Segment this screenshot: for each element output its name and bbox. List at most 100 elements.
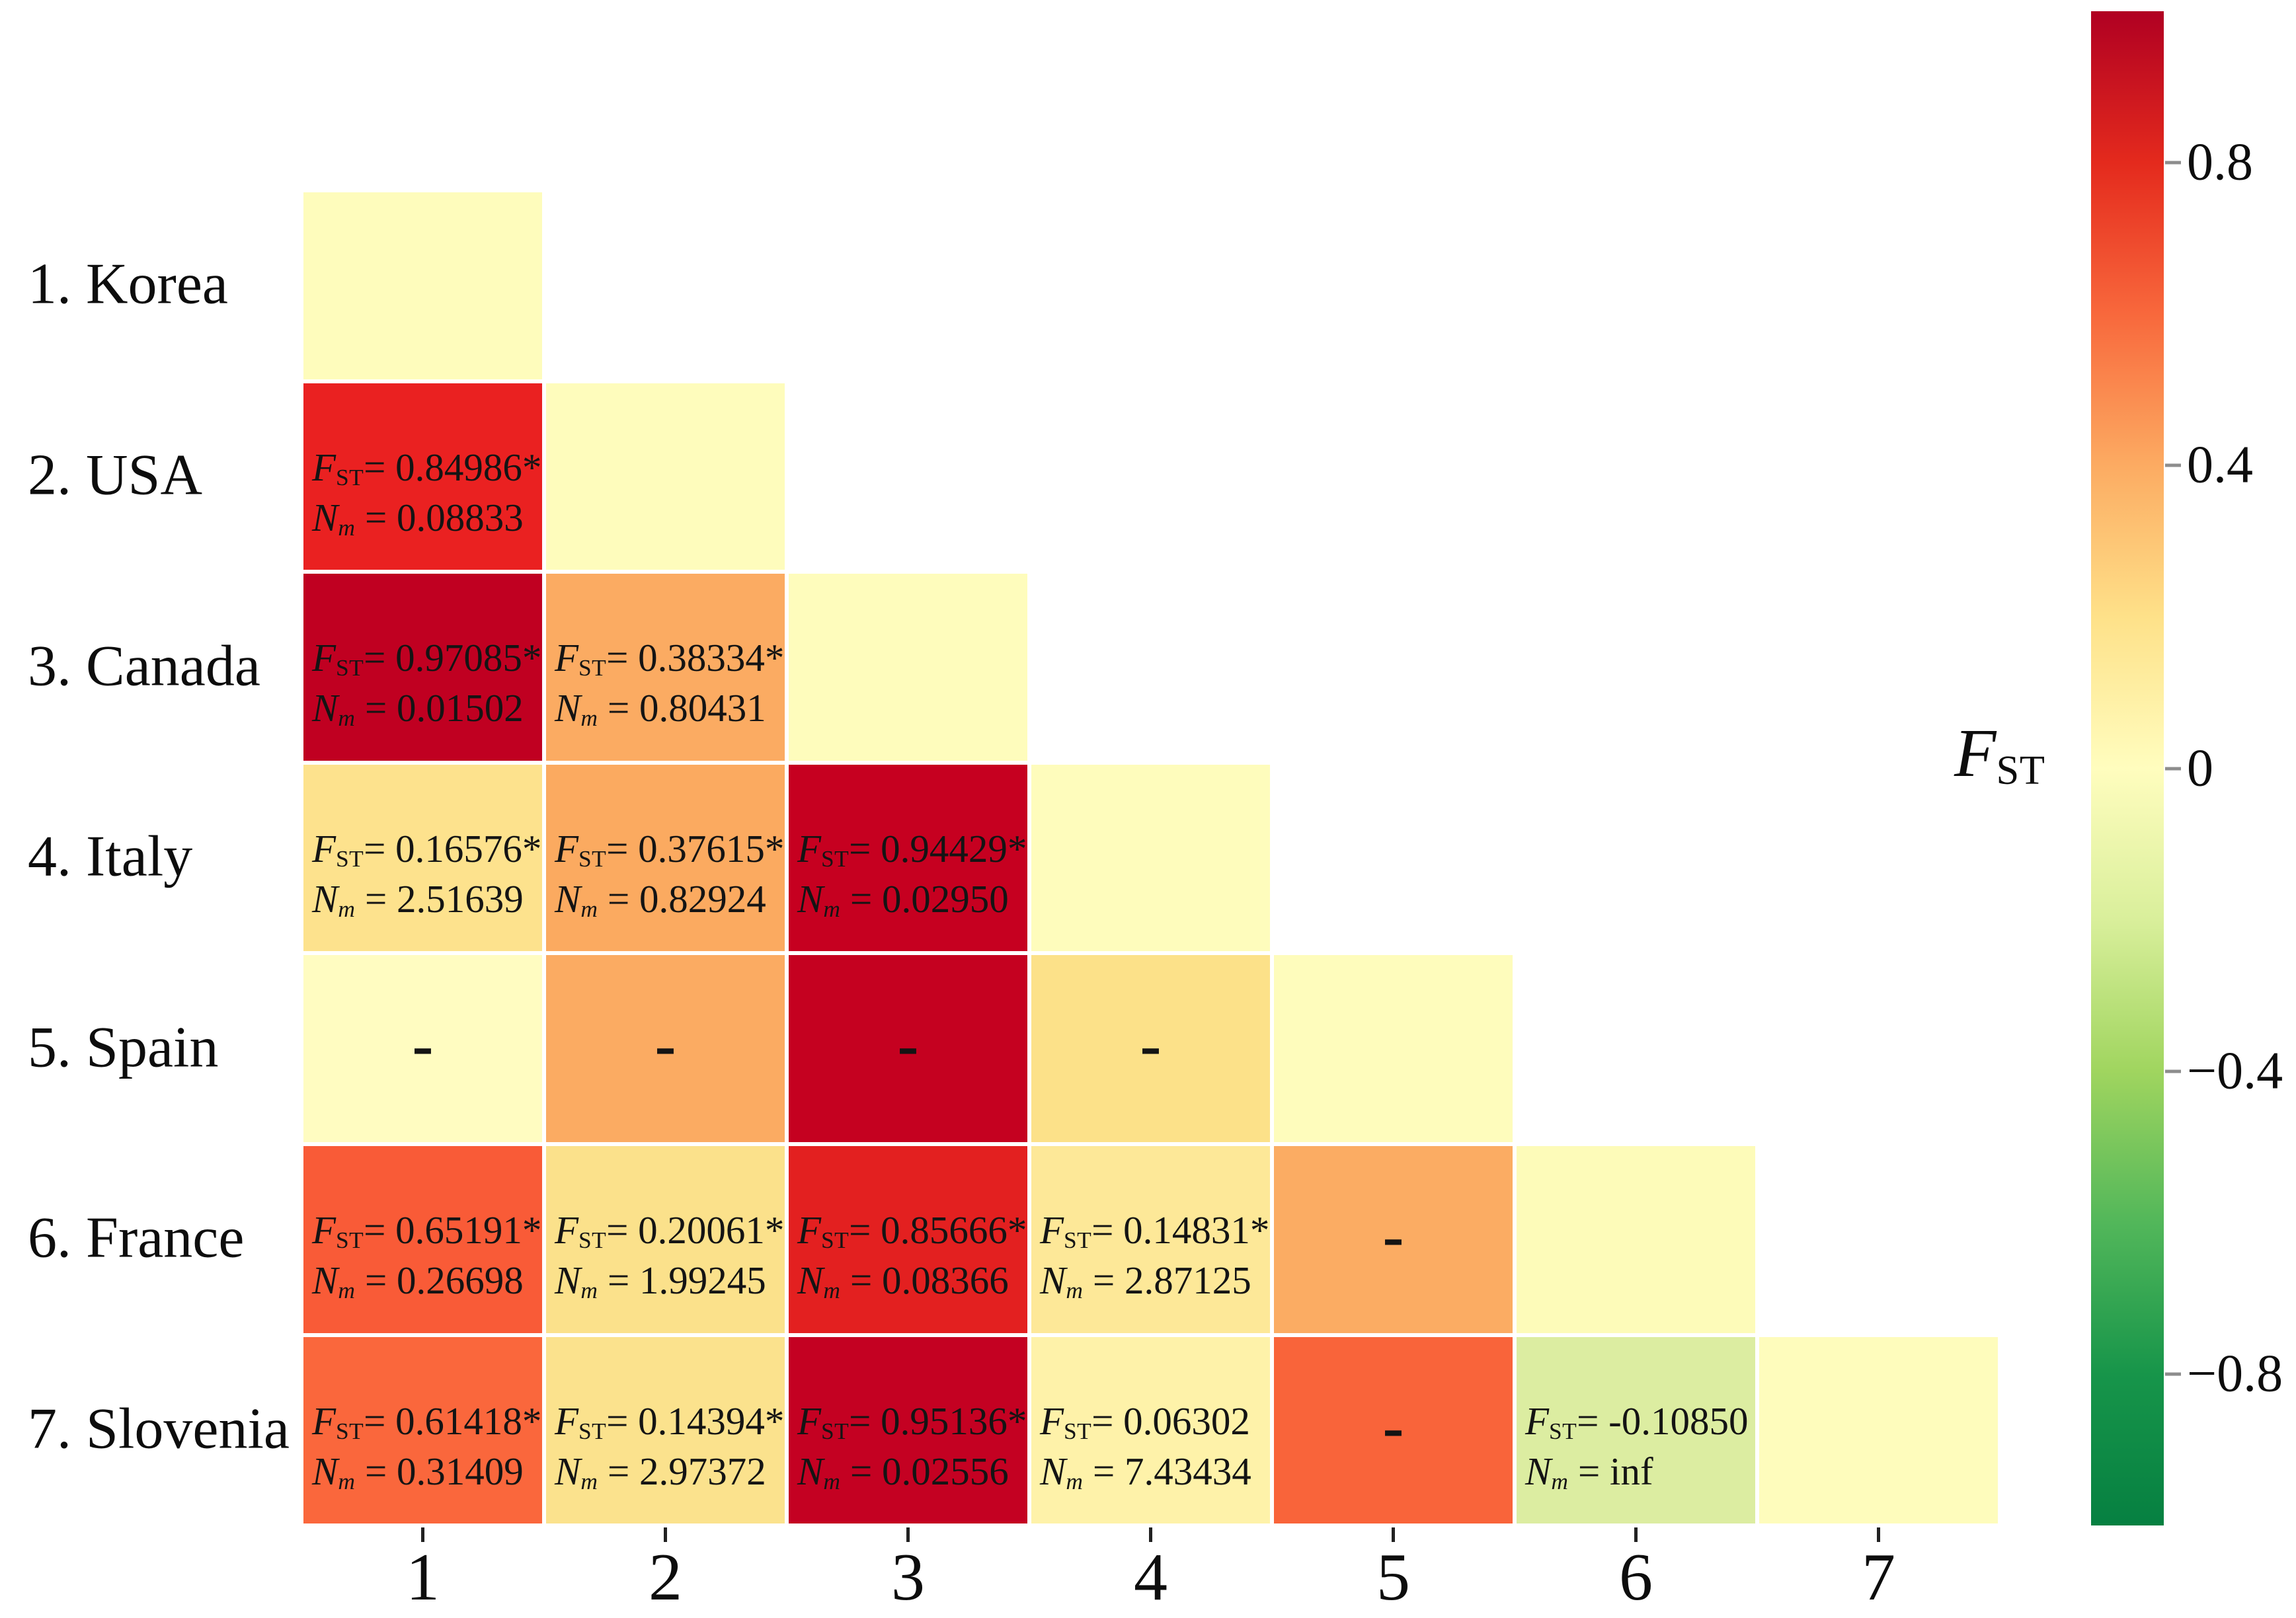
colorbar-tick-label-−0.4: −0.4 (2187, 1042, 2283, 1100)
heatmap-cell-r3c2: FST= 0.38334* Nm = 0.80431 (546, 574, 785, 761)
cell-fst-line: FST= 0.06302 (1040, 1399, 1250, 1444)
cell-fst-line: FST= 0.94429* (797, 826, 1027, 872)
heatmap-cell-r5c2: - (546, 955, 785, 1142)
heatmap-cell-r6c6 (1517, 1146, 1755, 1333)
heatmap-cell-r6c1: FST= 0.65191* Nm = 0.26698 (303, 1146, 542, 1333)
heatmap-cell-r6c4: FST= 0.14831* Nm = 2.87125 (1031, 1146, 1270, 1333)
cell-nm-line: Nm = 0.82924 (555, 876, 766, 922)
cell-nm-line: Nm = 0.31409 (312, 1449, 524, 1494)
heatmap-cell-r3c3 (789, 574, 1027, 761)
heatmap-cell-r7c1: FST= 0.61418* Nm = 0.31409 (303, 1336, 542, 1524)
cell-nm-line: Nm = 2.97372 (555, 1449, 766, 1494)
colorbar-title-subscript: ST (1996, 748, 2045, 794)
cell-dash: - (1382, 1391, 1404, 1462)
cell-fst-line: FST= 0.16576* (312, 826, 542, 872)
y-axis-label-4: 4. Italy (28, 824, 193, 889)
heatmap-cell-r2c2 (546, 383, 785, 570)
colorbar-tick-label-0.4: 0.4 (2187, 436, 2253, 494)
cell-dash: - (654, 1009, 676, 1081)
x-tick-label-4: 4 (1134, 1540, 1168, 1615)
x-tick-mark-2 (664, 1527, 667, 1542)
cell-fst-line: FST= 0.20061* (555, 1208, 785, 1254)
heatmap-cell-r5c3: - (789, 955, 1027, 1142)
y-axis-label-2: 2. USA (28, 443, 203, 508)
heatmap-cell-r7c5: - (1274, 1336, 1513, 1524)
cell-nm-line: Nm = 0.80431 (555, 686, 766, 732)
cell-fst-line: FST= 0.38334* (555, 636, 785, 681)
x-tick-label-6: 6 (1619, 1540, 1653, 1615)
heatmap-cell-r2c1: FST= 0.84986* Nm = 0.08833 (303, 383, 542, 570)
cell-nm-line: Nm = 0.08366 (797, 1258, 1009, 1304)
x-tick-label-2: 2 (649, 1540, 682, 1615)
x-tick-mark-4 (1149, 1527, 1152, 1542)
colorbar-tick-mark-0.8 (2165, 161, 2181, 165)
cell-fst-line: FST= 0.95136* (797, 1399, 1027, 1444)
cell-dash: - (412, 1009, 434, 1081)
cell-nm-line: Nm = 0.02950 (797, 876, 1009, 922)
colorbar-tick-label-0.8: 0.8 (2187, 133, 2253, 192)
heatmap-cell-r7c2: FST= 0.14394* Nm = 2.97372 (546, 1336, 785, 1524)
colorbar-title-symbol: F (1954, 715, 1997, 791)
heatmap-cell-r7c7 (1759, 1336, 1998, 1524)
heatmap-cell-r4c4 (1031, 764, 1270, 952)
y-axis-label-7: 7. Slovenia (28, 1397, 290, 1461)
cell-fst-line: FST= 0.14394* (555, 1399, 785, 1444)
cell-fst-line: FST= 0.61418* (312, 1399, 542, 1444)
cell-nm-line: Nm = 2.51639 (312, 876, 524, 922)
x-tick-label-1: 1 (406, 1540, 440, 1615)
colorbar-tick-label-0: 0 (2187, 739, 2213, 797)
x-tick-mark-3 (906, 1527, 910, 1542)
heatmap-cell-r4c1: FST= 0.16576* Nm = 2.51639 (303, 764, 542, 952)
colorbar-title: FST (1954, 714, 2045, 794)
cell-nm-line: Nm = 0.26698 (312, 1258, 524, 1304)
heatmap-cell-r6c2: FST= 0.20061* Nm = 1.99245 (546, 1146, 785, 1333)
heatmap-cell-r5c5 (1274, 955, 1513, 1142)
cell-fst-line: FST= 0.65191* (312, 1208, 542, 1254)
heatmap-cell-r5c4: - (1031, 955, 1270, 1142)
x-tick-mark-5 (1392, 1527, 1395, 1542)
cell-fst-line: FST= 0.37615* (555, 826, 785, 872)
heatmap-cell-r6c3: FST= 0.85666* Nm = 0.08366 (789, 1146, 1027, 1333)
colorbar-tick-label-−0.8: −0.8 (2187, 1344, 2283, 1403)
colorbar-tick-mark-−0.8 (2165, 1372, 2181, 1376)
cell-nm-line: Nm = 0.01502 (312, 686, 524, 732)
x-tick-mark-6 (1634, 1527, 1638, 1542)
cell-nm-line: Nm = 0.02556 (797, 1449, 1009, 1494)
heatmap-cell-r4c2: FST= 0.37615* Nm = 0.82924 (546, 764, 785, 952)
y-axis-label-3: 3. Canada (28, 633, 260, 698)
cell-nm-line: Nm = 1.99245 (555, 1258, 766, 1304)
cell-dash: - (1382, 1200, 1404, 1271)
cell-dash: - (897, 1009, 919, 1081)
y-axis-label-1: 1. Korea (28, 252, 228, 317)
cell-dash: - (1140, 1009, 1162, 1081)
cell-nm-line: Nm = 0.08833 (312, 495, 524, 541)
y-axis-label-5: 5. Spain (28, 1015, 219, 1080)
heatmap-cell-r7c3: FST= 0.95136* Nm = 0.02556 (789, 1336, 1027, 1524)
y-axis-label-6: 6. France (28, 1206, 245, 1270)
cell-fst-line: FST= 0.14831* (1040, 1208, 1270, 1254)
cell-fst-line: FST= 0.97085* (312, 636, 542, 681)
cell-nm-line: Nm = 7.43434 (1040, 1449, 1251, 1494)
colorbar-tick-mark-0.4 (2165, 463, 2181, 467)
colorbar-tick-mark-0 (2165, 767, 2181, 770)
colorbar-gradient (2091, 11, 2164, 1525)
cell-nm-line: Nm = 2.87125 (1040, 1258, 1251, 1304)
x-tick-mark-7 (1877, 1527, 1880, 1542)
cell-nm-line: Nm = inf (1525, 1449, 1653, 1494)
x-tick-label-7: 7 (1862, 1540, 1895, 1615)
cell-fst-line: FST= 0.84986* (312, 445, 542, 490)
heatmap-cell-r6c5: - (1274, 1146, 1513, 1333)
x-tick-label-3: 3 (891, 1540, 925, 1615)
x-tick-label-5: 5 (1376, 1540, 1410, 1615)
x-tick-mark-1 (421, 1527, 424, 1542)
heatmap-cell-r1c1 (303, 192, 542, 379)
heatmap-cell-r4c3: FST= 0.94429* Nm = 0.02950 (789, 764, 1027, 952)
heatmap-cell-r3c1: FST= 0.97085* Nm = 0.01502 (303, 574, 542, 761)
heatmap-cell-r5c1: - (303, 955, 542, 1142)
cell-fst-line: FST= -0.10850 (1525, 1399, 1749, 1444)
cell-fst-line: FST= 0.85666* (797, 1208, 1027, 1254)
heatmap-cell-r7c4: FST= 0.06302 Nm = 7.43434 (1031, 1336, 1270, 1524)
colorbar-tick-mark-−0.4 (2165, 1069, 2181, 1073)
heatmap-cell-r7c6: FST= -0.10850 Nm = inf (1517, 1336, 1755, 1524)
